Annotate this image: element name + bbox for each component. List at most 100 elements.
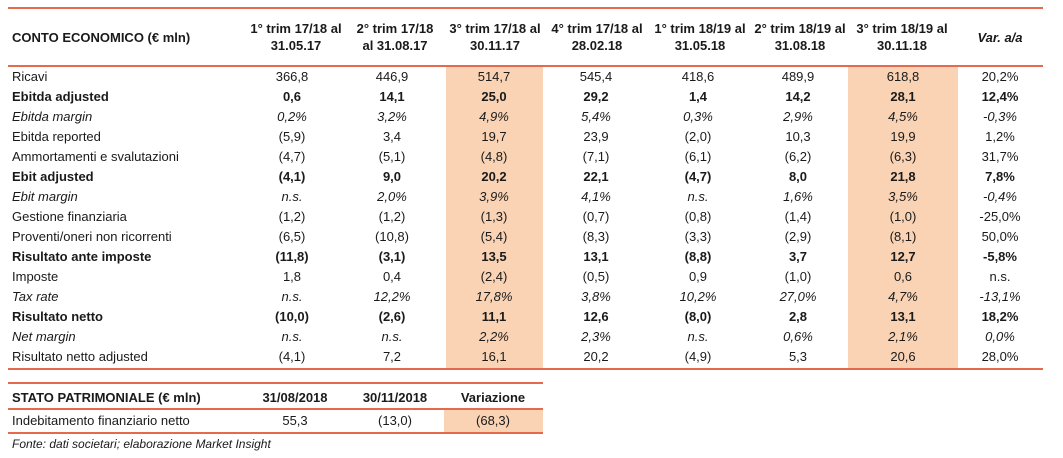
- row-label: Ricavi: [12, 69, 48, 84]
- period-header-line2: 31.05.18: [674, 38, 726, 53]
- row-value: 18,2%: [981, 309, 1019, 324]
- row-value: 3,9%: [479, 189, 509, 204]
- row-value: (8,1): [889, 229, 917, 244]
- row-label: Risultato ante imposte: [12, 249, 152, 264]
- row-value: 8,0: [788, 169, 808, 184]
- row-value: (7,1): [582, 149, 610, 164]
- income-bottom-rule: [8, 368, 1043, 370]
- row-value: (2,6): [378, 309, 406, 324]
- period-header-line1: 1° trim 18/19 al: [654, 21, 746, 36]
- row-value: n.s.: [687, 189, 709, 204]
- row-value: 11,1: [481, 309, 507, 324]
- row-value: 2,1%: [888, 329, 918, 344]
- row-value: 13,1: [890, 309, 916, 324]
- row-value: 4,1%: [581, 189, 611, 204]
- row-value: 12,4%: [981, 89, 1019, 104]
- row-value: n.s.: [281, 289, 303, 304]
- row-value: 446,9: [375, 69, 409, 84]
- row-value: 25,0: [481, 89, 507, 104]
- row-value: 4,9%: [479, 109, 509, 124]
- row-value: (4,7): [278, 149, 306, 164]
- balance-row-value-2: (68,3): [476, 413, 510, 428]
- row-value: (4,8): [480, 149, 508, 164]
- row-value: 5,4%: [581, 109, 611, 124]
- row-value: 4,7%: [888, 289, 918, 304]
- row-value: n.s.: [687, 329, 709, 344]
- row-label: Ebit adjusted: [12, 169, 94, 184]
- row-value: -0,4%: [983, 189, 1017, 204]
- row-value: (2,4): [480, 269, 508, 284]
- income-header-rule: [8, 65, 1043, 67]
- row-value: 3,7: [788, 249, 808, 264]
- row-value: (8,0): [684, 309, 712, 324]
- row-value: 514,7: [477, 69, 511, 84]
- footnote: Fonte: dati societari; elaborazione Mark…: [12, 437, 271, 451]
- row-value: 16,1: [481, 349, 507, 364]
- row-value: 2,8: [788, 309, 808, 324]
- row-value: 2,3%: [581, 329, 611, 344]
- row-value: 489,9: [781, 69, 815, 84]
- row-label: Imposte: [12, 269, 59, 284]
- row-value: 3,8%: [581, 289, 611, 304]
- row-label: Ebitda adjusted: [12, 89, 109, 104]
- period-header-line2: 31.08.18: [774, 38, 826, 53]
- row-value: 19,7: [481, 129, 507, 144]
- row-value: 27,0%: [779, 289, 817, 304]
- row-value: 13,5: [481, 249, 507, 264]
- row-value: 0,2%: [277, 109, 307, 124]
- row-value: 618,8: [886, 69, 920, 84]
- period-header-line1: 2° trim 17/18: [356, 21, 434, 36]
- row-value: (6,1): [684, 149, 712, 164]
- row-value: (2,0): [684, 129, 712, 144]
- row-value: 20,6: [890, 349, 916, 364]
- balance-header-0: 31/08/2018: [262, 390, 328, 405]
- balance-table-title: STATO PATRIMONIALE (€ mln): [12, 390, 201, 405]
- row-label: Gestione finanziaria: [12, 209, 127, 224]
- row-value: 20,2: [583, 349, 609, 364]
- row-value: (3,1): [378, 249, 406, 264]
- balance-header-1: 30/11/2018: [362, 390, 428, 405]
- row-value: (10,8): [375, 229, 409, 244]
- row-value: (6,2): [784, 149, 812, 164]
- row-value: 0,6: [893, 269, 913, 284]
- highlight-column-q3-1819: [848, 66, 958, 368]
- var-header: Var. a/a: [977, 30, 1023, 45]
- row-value: 19,9: [890, 129, 916, 144]
- row-value: (1,3): [480, 209, 508, 224]
- period-header-line2: al 31.08.17: [362, 38, 428, 53]
- row-value: n.s.: [281, 329, 303, 344]
- row-value: 14,2: [785, 89, 811, 104]
- period-header-line2: 28.02.18: [571, 38, 623, 53]
- period-header-line1: 4° trim 17/18 al: [551, 21, 643, 36]
- row-value: 1,8: [282, 269, 302, 284]
- row-value: 2,0%: [377, 189, 407, 204]
- row-value: 7,2: [382, 349, 402, 364]
- row-value: 2,2%: [479, 329, 509, 344]
- row-value: (1,4): [784, 209, 812, 224]
- period-header-line2: 30.11.17: [470, 38, 520, 53]
- balance-row-value-0: 55,3: [282, 413, 308, 428]
- row-value: (4,1): [278, 349, 306, 364]
- income-top-rule: [8, 7, 1043, 9]
- row-value: (1,2): [278, 209, 306, 224]
- row-value: 28,1: [890, 89, 916, 104]
- row-label: Risultato netto adjusted: [12, 349, 148, 364]
- row-value: -25,0%: [979, 209, 1021, 224]
- row-value: 1,4: [688, 89, 708, 104]
- row-value: 0,9: [688, 269, 708, 284]
- row-value: 10,3: [785, 129, 811, 144]
- row-value: 31,7%: [981, 149, 1019, 164]
- row-value: 3,2%: [377, 109, 407, 124]
- row-value: (6,3): [889, 149, 917, 164]
- row-value: 366,8: [275, 69, 309, 84]
- row-value: 21,8: [890, 169, 916, 184]
- row-value: 0,4: [382, 269, 402, 284]
- row-value: 0,3%: [683, 109, 713, 124]
- period-header-6: 2° trim 18/19 al 31.08.18: [748, 20, 852, 54]
- row-value: n.s.: [281, 189, 303, 204]
- row-value: 20,2: [481, 169, 507, 184]
- period-header-line1: 2° trim 18/19 al: [754, 21, 846, 36]
- balance-bottom-rule: [8, 432, 543, 434]
- row-value: 17,8%: [475, 289, 513, 304]
- row-value: (1,2): [378, 209, 406, 224]
